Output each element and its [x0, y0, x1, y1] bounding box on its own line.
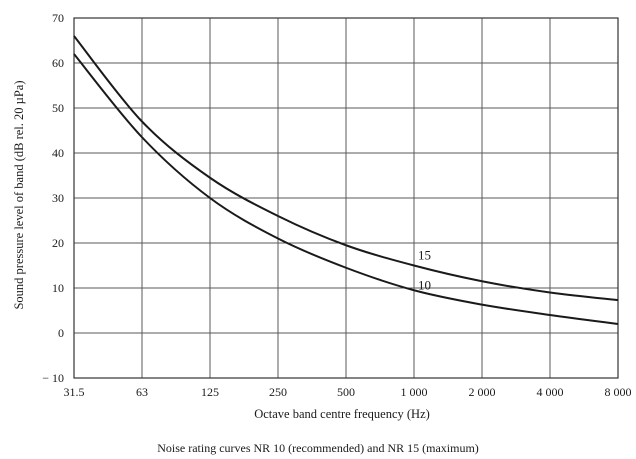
x-axis-title: Octave band centre frequency (Hz) [254, 407, 430, 421]
y-tick-label: 0 [58, 326, 64, 340]
y-tick-label: 40 [52, 146, 64, 160]
plot-frame [73, 17, 619, 379]
y-tick-label: 20 [52, 236, 64, 250]
x-tick-label: 4 000 [537, 385, 564, 399]
y-tick-label: 60 [52, 56, 64, 70]
plot-border [73, 17, 619, 379]
series-line-nr-15 [73, 35, 619, 302]
x-tick-label: 250 [269, 385, 287, 399]
series-label-nr-15: 15 [418, 248, 431, 263]
x-tick-label: 31.5 [64, 385, 85, 399]
x-tick-label: 500 [337, 385, 355, 399]
series-label-nr-10: 10 [418, 277, 431, 292]
y-tick-label: 10 [52, 281, 64, 295]
y-tick-label: 50 [52, 101, 64, 115]
series-line-nr-10 [73, 53, 619, 325]
x-tick-label: 2 000 [469, 385, 496, 399]
grid [74, 18, 618, 378]
x-tick-label: 1 000 [401, 385, 428, 399]
series-lines [73, 35, 619, 325]
y-tick-label: 30 [52, 191, 64, 205]
x-tick-label: 63 [136, 385, 148, 399]
y-tick-label: − 10 [42, 371, 64, 385]
x-tick-label: 125 [201, 385, 219, 399]
x-tick-labels: 31.5 63 125 250 500 1 000 2 000 4 000 8 000 [64, 385, 632, 399]
chart-caption: Noise rating curves NR 10 (recommended) … [157, 441, 479, 455]
x-tick-label: 8 000 [605, 385, 632, 399]
y-tick-labels: − 10 0 10 20 30 40 50 60 70 [42, 11, 64, 385]
y-axis-title: Sound pressure level of band (dB rel. 20… [12, 80, 26, 309]
y-tick-label: 70 [52, 11, 64, 25]
